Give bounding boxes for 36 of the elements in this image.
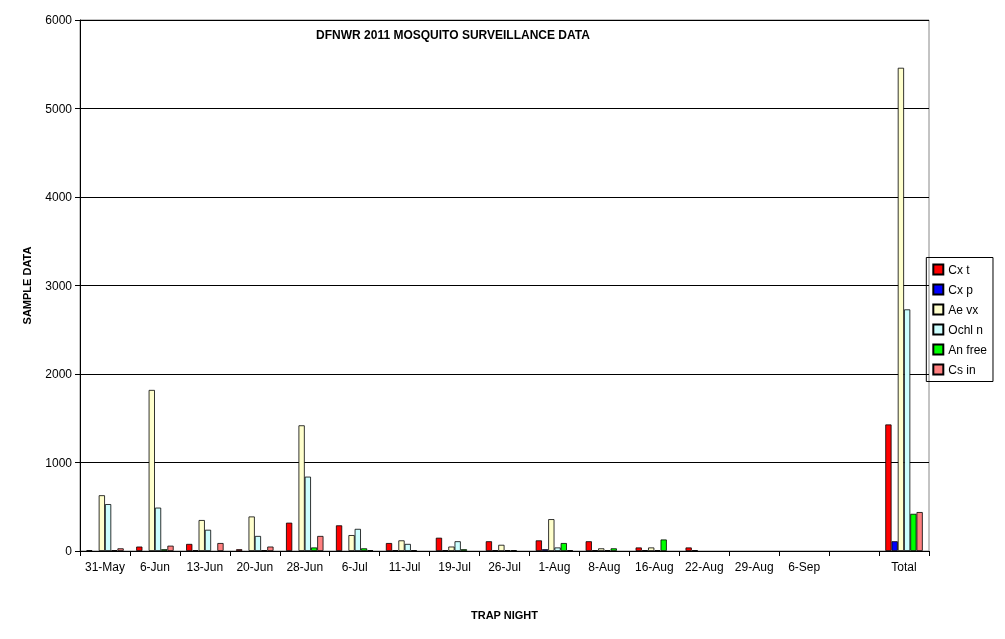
x-axis-title: TRAP NIGHT [470, 608, 539, 621]
legend-label: Cs in [948, 362, 976, 377]
x-tick-label: 6-Jun [139, 560, 170, 574]
legend-label: Cx p [948, 282, 974, 297]
x-tick-label: 8-Aug [588, 560, 621, 574]
text: DFNWR 2011 MOSQUITO SURVEILLANCE DATA [316, 28, 591, 42]
bar [136, 546, 143, 551]
x-tick-label: 6-Sep [788, 560, 821, 574]
y-tick-label: 3000 [45, 278, 73, 293]
x-tick-label: 19-Jul [438, 560, 471, 574]
bar [335, 525, 343, 551]
x-tick-label: 20-Jun [236, 560, 274, 574]
legend-label: Ae vx [948, 302, 979, 317]
y-tick-label: 0 [65, 544, 73, 558]
x-tick-label: 1-Aug [538, 560, 571, 574]
y-tick-label: 1000 [45, 455, 73, 470]
bar [217, 543, 224, 551]
y-axis-title: SAMPLE DATA [20, 246, 33, 325]
x-tick-label: 13-Jun [186, 560, 224, 574]
legend-label: An free [948, 342, 988, 357]
x-tick-label: 29-Aug [734, 560, 774, 574]
x-tick-label: Total [891, 560, 917, 574]
y-tick-label: 2000 [45, 367, 73, 381]
bar [286, 522, 293, 551]
x-tick-label: 28-Jun [286, 560, 324, 574]
x-tick-label: 26-Jul [488, 560, 521, 574]
y-tick-label: 4000 [45, 190, 73, 204]
x-tick-label: 22-Aug [684, 560, 724, 574]
y-tick-label: 5000 [45, 101, 73, 116]
x-tick-label: 16-Aug [634, 560, 674, 574]
x-tick-label: 11-Jul [388, 560, 421, 574]
legend-label: Ochl n [948, 322, 983, 337]
y-tick-label: 6000 [45, 13, 73, 27]
legend-label: Cx t [948, 262, 971, 277]
x-tick-label: 31-May [84, 560, 125, 574]
x-tick-label: 6-Jul [341, 560, 368, 574]
